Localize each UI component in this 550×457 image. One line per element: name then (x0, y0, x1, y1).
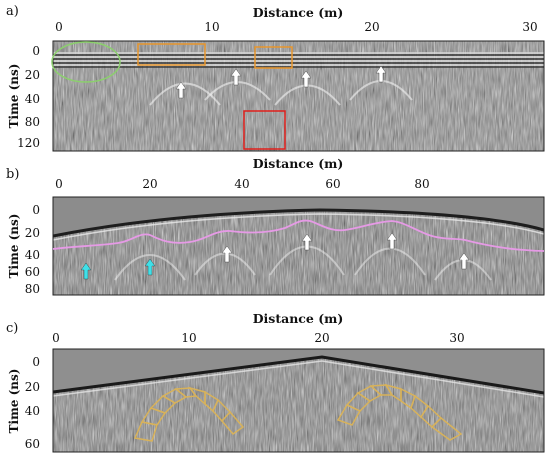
x-ticks: 0 10 20 30 (55, 20, 537, 34)
highlight-box (137, 43, 206, 66)
up-arrow-icon (175, 81, 187, 99)
x-axis-title: Distance (m) (253, 156, 344, 171)
panel-b: b) Distance (m) 0 20 40 60 80 Time (ns) … (6, 156, 545, 296)
radargram-b (53, 197, 544, 295)
plot-frame (52, 40, 545, 152)
up-arrow-icon (80, 262, 92, 280)
voussoir-arch-left (133, 386, 245, 442)
up-arrow-icon (230, 68, 242, 86)
x-tick-label: 60 (325, 177, 340, 191)
x-tick-label: 80 (414, 177, 429, 191)
x-tick-label: 10 (181, 331, 196, 345)
cyan-arrows (80, 258, 156, 280)
y-tick-label: 20 (25, 68, 40, 82)
up-arrow-icon (300, 70, 312, 88)
x-axis-title: Distance (m) (253, 311, 344, 326)
x-tick-label: 10 (204, 20, 219, 34)
panel-label: a) (6, 4, 19, 19)
up-arrow-icon (144, 258, 156, 276)
y-tick-label: 80 (25, 115, 40, 129)
y-tick-label: 0 (32, 355, 40, 369)
y-tick-label: 40 (25, 92, 40, 106)
highlight-box (243, 110, 286, 150)
interpreted-horizon-line (52, 219, 545, 252)
plot-frame (52, 196, 545, 296)
y-axis-title: Time (ns) (7, 369, 21, 434)
up-arrow-icon (458, 252, 470, 270)
x-ticks: 0 10 20 30 (52, 331, 464, 345)
x-tick-label: 20 (142, 177, 157, 191)
white-arrows (175, 65, 387, 99)
panel-c: c) Distance (m) 0 10 20 30 Time (ns) 0 2… (6, 311, 545, 453)
x-tick-label: 0 (52, 331, 60, 345)
y-ticks: 0 20 40 80 120 (17, 44, 40, 150)
x-tick-label: 0 (55, 20, 63, 34)
y-ticks: 0 20 40 60 (25, 355, 40, 451)
y-tick-label: 120 (17, 136, 40, 150)
x-tick-label: 30 (449, 331, 464, 345)
y-tick-label: 0 (32, 203, 40, 217)
y-tick-label: 20 (25, 226, 40, 240)
y-tick-label: 0 (32, 44, 40, 58)
x-tick-label: 40 (234, 177, 249, 191)
y-tick-label: 80 (25, 282, 40, 296)
highlight-ellipse (51, 41, 121, 83)
y-tick-label: 20 (25, 380, 40, 394)
plot-frame (52, 348, 545, 453)
up-arrow-icon (221, 245, 233, 263)
panel-label: b) (6, 167, 19, 182)
x-tick-label: 20 (314, 331, 329, 345)
y-tick-label: 60 (25, 265, 40, 279)
highlight-box (254, 46, 293, 69)
up-arrow-icon (375, 65, 387, 83)
y-ticks: 0 20 40 60 80 (25, 203, 40, 296)
panel-label: c) (6, 321, 18, 336)
up-arrow-icon (386, 232, 398, 250)
radargram-c (53, 349, 544, 452)
x-ticks: 0 20 40 60 80 (55, 177, 429, 191)
x-tick-label: 20 (364, 20, 379, 34)
x-axis-title: Distance (m) (253, 5, 344, 20)
x-tick-label: 0 (55, 177, 63, 191)
y-axis-title: Time (ns) (7, 214, 21, 279)
up-arrow-icon (301, 233, 313, 251)
panel-a: a) Distance (m) 0 10 20 30 Time (ns) 0 2… (6, 4, 545, 152)
radargram-a (53, 41, 544, 151)
y-axis-title: Time (ns) (7, 64, 21, 129)
y-tick-label: 60 (25, 437, 40, 451)
white-arrows (221, 232, 470, 270)
voussoir-arch-right (336, 383, 463, 441)
y-tick-label: 40 (25, 248, 40, 262)
x-tick-label: 30 (522, 20, 537, 34)
y-tick-label: 40 (25, 404, 40, 418)
